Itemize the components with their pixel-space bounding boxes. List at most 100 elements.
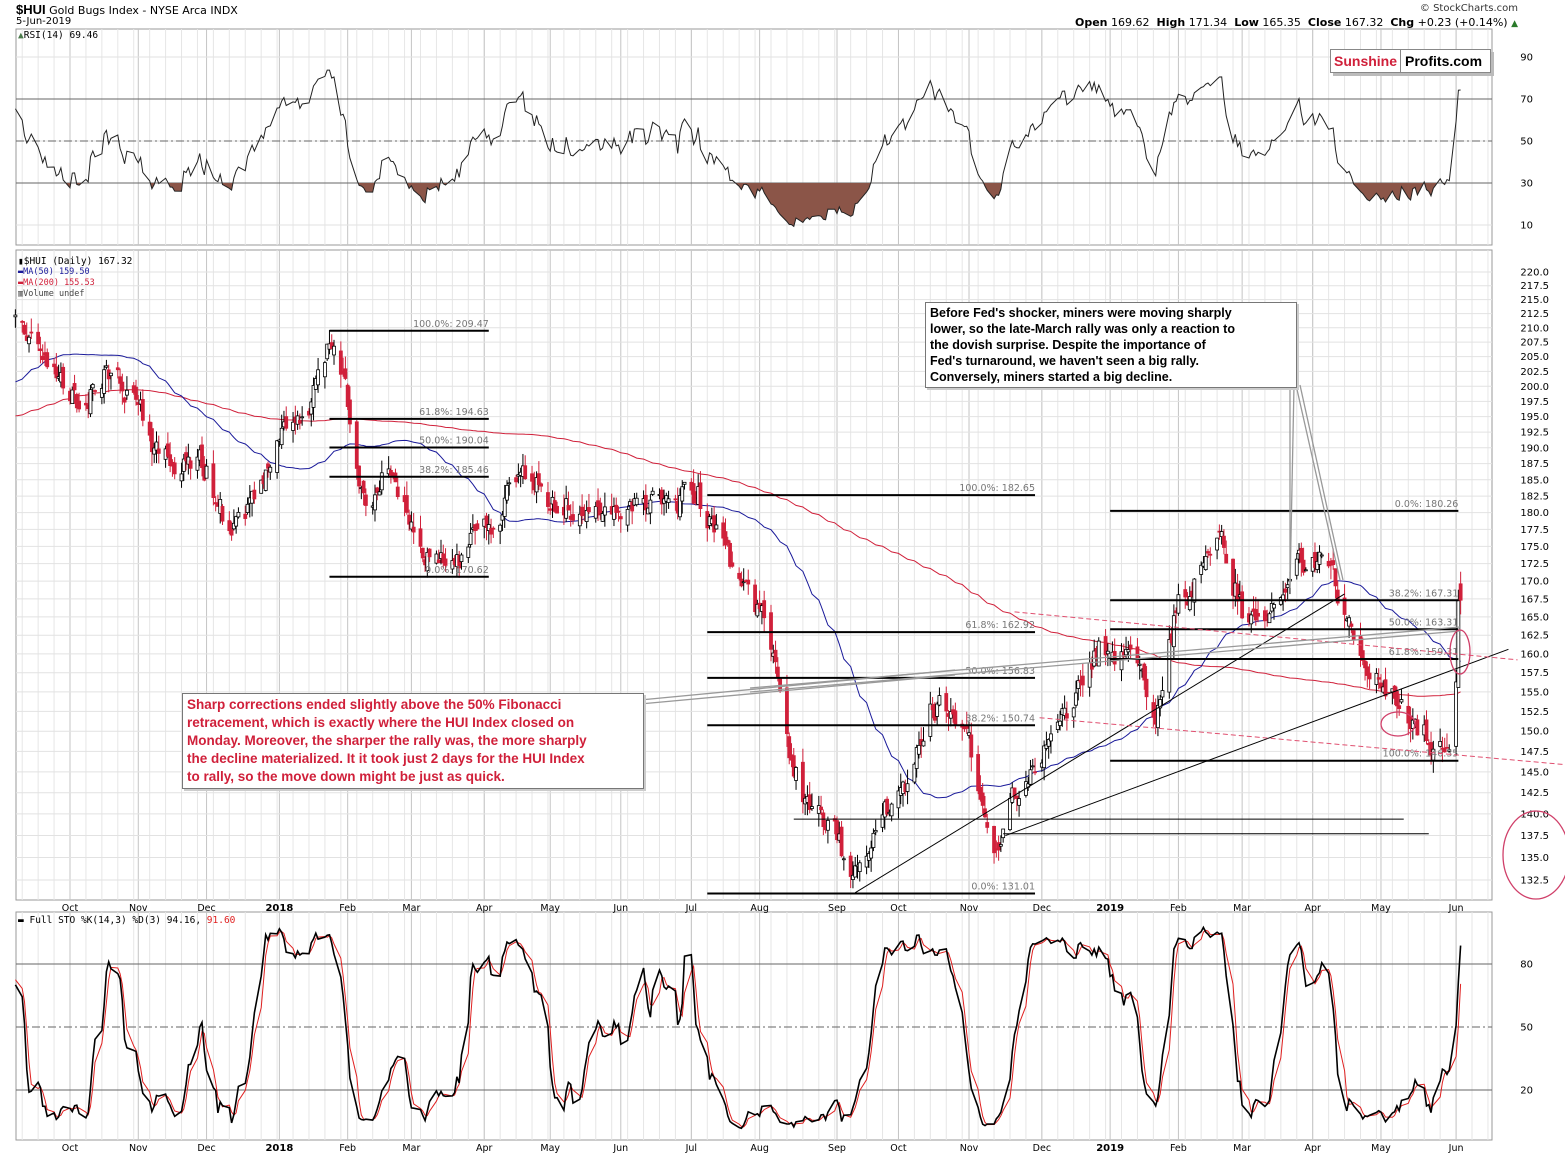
x-tick-label: May (540, 903, 560, 914)
candle-body (921, 740, 926, 747)
candle-body (407, 514, 412, 525)
rsi-legend-text: RSI(14) 69.46 (23, 30, 99, 41)
x-tick-label: Apr (476, 903, 493, 914)
candle-body (1454, 681, 1458, 747)
chart-title: $HUI Gold Bugs Index - NYSE Arca INDX (16, 2, 238, 17)
fib-level-label: 0.0%: 180.26 (1395, 499, 1459, 510)
price-tick-label: 195.0 (1520, 412, 1549, 423)
candle-body (38, 348, 43, 351)
price-tick-label: 157.5 (1520, 668, 1549, 679)
x-tick-label: Nov (960, 1143, 979, 1154)
candle-body (873, 830, 878, 833)
sunshine-profits-logo: Sunshine Profits.com (1330, 49, 1492, 73)
candle-body (379, 472, 384, 491)
chart-date: 5-Jun-2019 (16, 16, 72, 27)
callout-connector (749, 626, 1461, 689)
rsi-legend: ▲RSI(14) 69.46 (18, 30, 98, 41)
ma200-legend-text: MA(200) 155.53 (23, 278, 95, 288)
candle-body (427, 548, 432, 558)
price-tick-label: 202.5 (1520, 367, 1549, 378)
price-tick-label: 160.0 (1520, 649, 1549, 660)
candle-body (1365, 666, 1370, 676)
candle-body (1445, 746, 1449, 749)
price-tick-label: 142.5 (1520, 788, 1549, 799)
candle-body (1231, 558, 1235, 596)
candle-body (773, 649, 778, 663)
candle-body (800, 761, 805, 803)
candle-body (1058, 720, 1062, 726)
candle-body (992, 825, 996, 854)
logo-part1: Sunshine (1334, 53, 1398, 69)
price-tick-label: 147.5 (1520, 747, 1549, 758)
candle-body (181, 458, 186, 472)
candle-body (1331, 560, 1336, 565)
x-tick-label: May (1371, 903, 1391, 914)
price-tick-label: 210.0 (1520, 323, 1549, 334)
candle-body (27, 336, 31, 345)
candle-body (1049, 733, 1053, 742)
candle-body (375, 487, 380, 493)
candle-body (72, 383, 77, 391)
x-tick-label: Nov (960, 903, 979, 914)
candle-body (1033, 771, 1037, 774)
candle-body (648, 499, 653, 514)
candle-body (851, 874, 855, 880)
candle-body (134, 386, 138, 400)
candle-body (40, 355, 45, 361)
candle-body (329, 342, 334, 350)
fib-level-label: 61.8%: 159.31 (1389, 647, 1459, 658)
price-tick-label: 212.5 (1520, 309, 1549, 320)
candle-body (84, 402, 88, 406)
candle-body (1156, 704, 1160, 729)
candle-body (489, 527, 493, 535)
x-tick-label: Jun (1448, 1143, 1464, 1154)
x-tick-label: Mar (402, 1143, 420, 1154)
candle-body (93, 390, 97, 392)
fib-level-label: 50.0%: 190.04 (419, 436, 489, 447)
candle-body (634, 497, 639, 506)
candle-body (666, 498, 671, 503)
candle-body (602, 506, 607, 516)
candle-body (905, 783, 910, 792)
candle-body (120, 381, 125, 392)
candle-body (500, 514, 505, 521)
candle-body (102, 369, 107, 394)
candle-body (848, 855, 853, 877)
rsi-tick-label: 70 (1520, 95, 1533, 106)
candle-body (730, 562, 735, 567)
candle-body (980, 792, 985, 806)
candle-body (1074, 692, 1078, 706)
candle-body (523, 465, 528, 480)
candle-body (236, 511, 241, 518)
candle-body (673, 498, 678, 501)
candle-body (1301, 559, 1306, 573)
candle-body (316, 369, 320, 386)
candle-body (373, 494, 377, 511)
candle-body (755, 603, 760, 617)
candle-body (871, 832, 876, 848)
fib-level-label: 0.0%: 170.62 (425, 565, 489, 576)
candle-body (179, 473, 184, 482)
price-tick-label: 172.5 (1520, 559, 1549, 570)
candle-body (29, 331, 34, 334)
candle-body (345, 384, 350, 407)
price-tick-label: 192.5 (1520, 428, 1549, 439)
candle-body (498, 524, 503, 532)
sto-d-legend-text: 91.60 (206, 915, 236, 926)
candle-body (555, 505, 559, 514)
candles-layer (13, 309, 1463, 889)
candle-body (1199, 564, 1204, 575)
x-tick-label: May (1371, 1143, 1391, 1154)
candle-body (714, 524, 719, 530)
candle-body (491, 527, 496, 530)
candle-body (361, 480, 366, 494)
candle-body (928, 703, 933, 737)
fib-level-label: 50.0%: 163.31 (1389, 617, 1459, 628)
candle-body (1442, 747, 1447, 753)
candle-body (678, 495, 682, 518)
x-tick-label: Dec (1033, 1143, 1051, 1154)
x-tick-label: Feb (1170, 903, 1187, 914)
price-tick-label: 197.5 (1520, 397, 1549, 408)
candle-body (625, 509, 630, 526)
candle-body (577, 513, 582, 527)
